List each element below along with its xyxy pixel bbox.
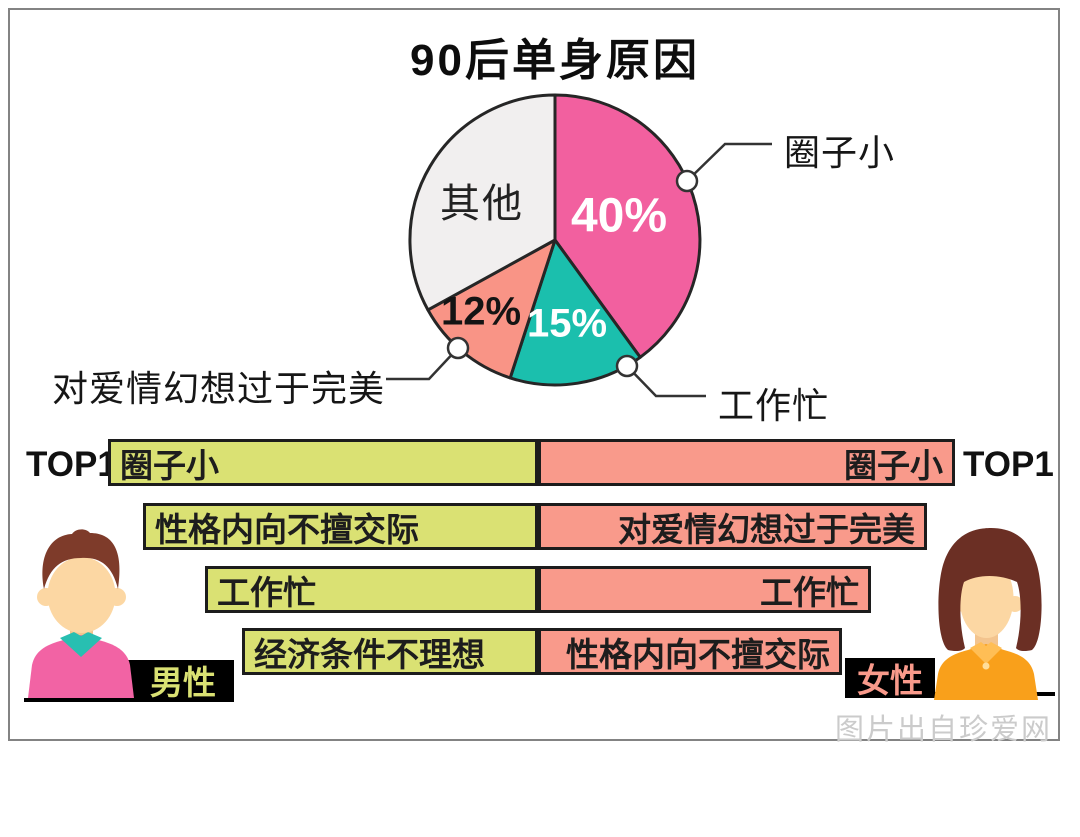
pie-value-circle-small: 40% — [570, 189, 668, 243]
callout-label-circle-small: 圈子小 — [784, 132, 896, 173]
pie-chart — [386, 93, 772, 398]
male-base-line — [24, 698, 234, 702]
male-collar — [60, 632, 102, 657]
female-collar — [970, 642, 1002, 664]
male-face — [47, 557, 116, 633]
callout-dot-busy-work — [615, 354, 639, 378]
callout-label-busy-work: 工作忙 — [718, 385, 830, 426]
male-rank-bar-4: 经济条件不理想 — [242, 628, 538, 675]
pie-value-other: 其他 — [440, 182, 524, 226]
callout-line-busy-work — [626, 365, 706, 398]
male-avatar — [28, 529, 134, 698]
male-rank-bar-1: 圈子小 — [108, 439, 538, 486]
callout-dot-love-fantasy — [446, 336, 470, 360]
female-rank-bar-3: 工作忙 — [538, 566, 871, 613]
male-rank-bar-3: 工作忙 — [205, 566, 538, 613]
pie-slice-3 — [408, 93, 557, 312]
pie-value-love-fantasy: 12% — [440, 289, 522, 334]
male-shirt — [28, 635, 134, 698]
female-avatar — [934, 528, 1042, 700]
female-hair — [938, 528, 1042, 652]
male-rank-bar-2: 性格内向不擅交际 — [143, 503, 538, 550]
female-rank-bar-1: 圈子小 — [538, 439, 955, 486]
female-label-banner: 女性 — [845, 658, 935, 699]
female-rank-bar-4: 性格内向不擅交际 — [538, 628, 842, 675]
female-shirt-button — [982, 662, 990, 670]
callout-dot-circle-small — [675, 169, 699, 193]
pie-value-busy-work: 15% — [526, 301, 608, 346]
female-rank-bar-2: 对爱情幻想过于完美 — [538, 503, 927, 550]
watermark-credit: 图片出自珍爱网 — [834, 714, 1052, 746]
callout-line-love-fantasy — [386, 347, 459, 381]
pie-callouts — [386, 142, 772, 398]
female-shirt — [934, 644, 1038, 700]
chart-title: 90后单身原因 — [410, 36, 700, 85]
male-top1-tag: TOP1 — [26, 445, 117, 484]
female-top1-tag: TOP1 — [963, 445, 1054, 484]
callout-line-circle-small — [686, 142, 772, 182]
male-hair — [42, 529, 120, 589]
male-label-banner: 男性 — [126, 660, 234, 701]
callout-label-love-fantasy: 对爱情幻想过于完美 — [52, 368, 386, 409]
pie-slice-0 — [553, 93, 702, 359]
